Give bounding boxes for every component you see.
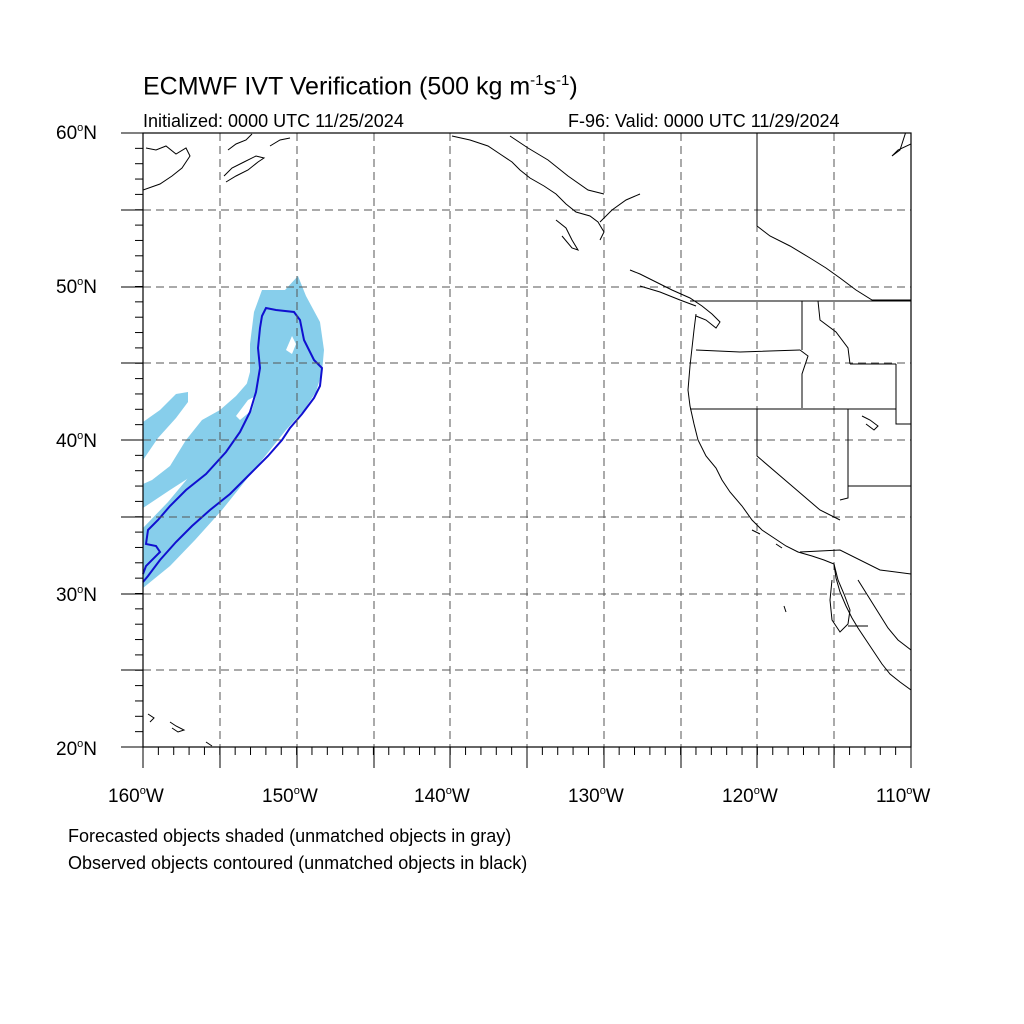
lat-label-30: 30oN: [56, 584, 97, 606]
shading-gaps: [236, 336, 296, 420]
map-title: ECMWF IVT Verification (500 kg m-1s-1): [143, 72, 578, 101]
lon-label-120w: 120oW: [722, 785, 778, 807]
initialized-time: Initialized: 0000 UTC 11/25/2024: [143, 111, 404, 131]
lat-label-20: 20oN: [56, 738, 97, 760]
lon-label-110w: 110oW: [876, 785, 931, 807]
legend-forecast-note: Forecasted objects shaded (unmatched obj…: [68, 826, 512, 846]
lon-label-160w: 160oW: [108, 785, 164, 807]
valid-time: F-96: Valid: 0000 UTC 11/29/2024: [568, 111, 840, 131]
lat-label-50: 50oN: [56, 276, 97, 298]
lon-label-150w: 150oW: [262, 785, 318, 807]
minor-ticks: [135, 132, 912, 755]
observed-object-contour: [142, 306, 324, 583]
legend-observed-note: Observed objects contoured (unmatched ob…: [68, 853, 528, 873]
forecast-objects: [143, 276, 324, 588]
lon-label-130w: 130oW: [568, 785, 624, 807]
lat-label-40: 40oN: [56, 430, 97, 452]
forecast-object-west-band: [143, 392, 188, 460]
lat-label-60: 60oN: [56, 122, 97, 144]
lat-lon-grid: [143, 133, 911, 747]
lon-label-140w: 140oW: [414, 785, 470, 807]
state-boundaries: [599, 133, 911, 627]
forecast-object-mid-band: [143, 380, 256, 508]
